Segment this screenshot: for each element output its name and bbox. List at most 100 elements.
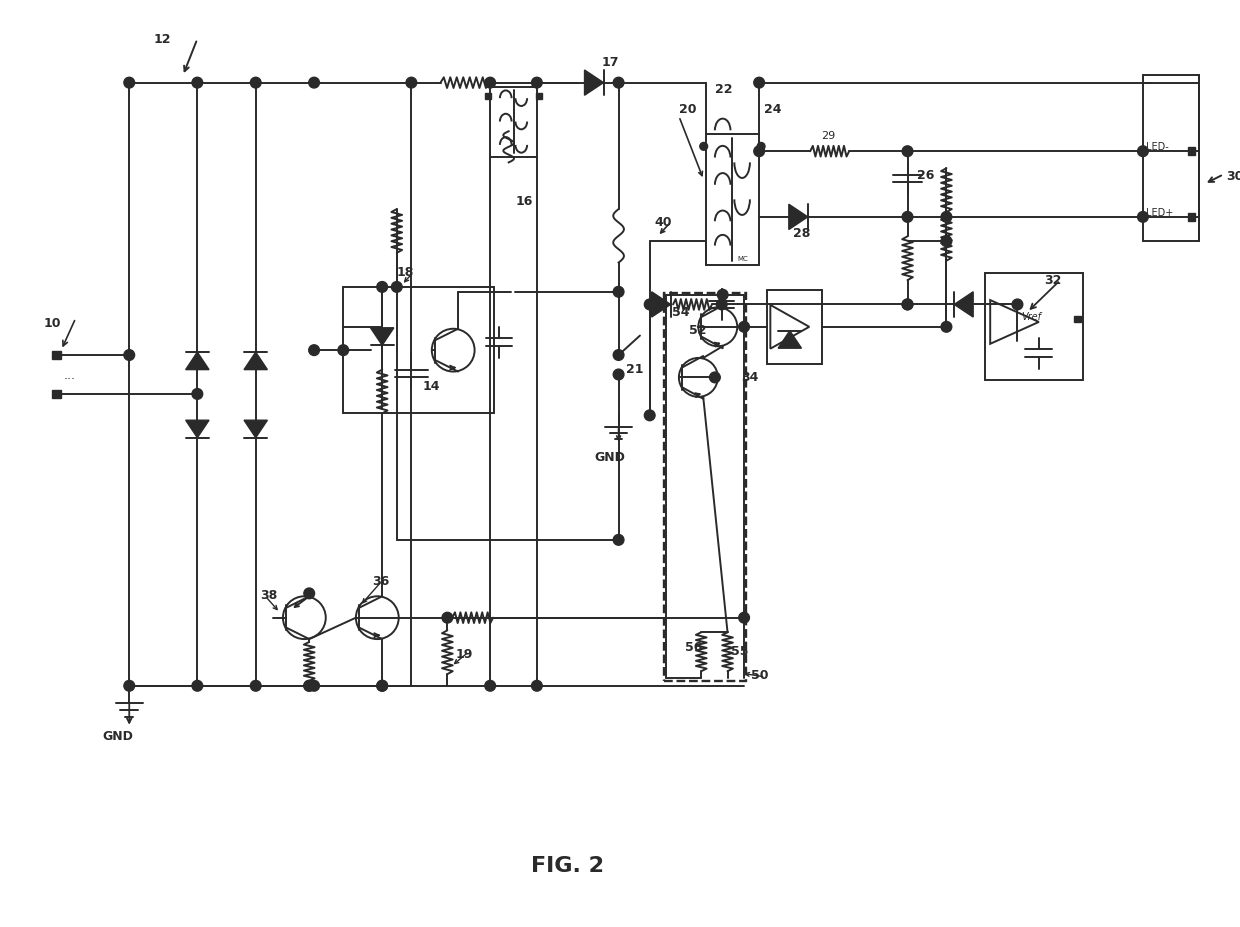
Text: 20: 20 (678, 103, 697, 116)
Circle shape (441, 613, 453, 623)
Circle shape (377, 282, 388, 293)
Bar (52, 351, 61, 360)
Circle shape (645, 299, 655, 311)
Text: 2: 2 (719, 299, 725, 308)
Text: 36: 36 (372, 574, 389, 587)
Text: 40: 40 (655, 215, 672, 228)
Circle shape (709, 373, 720, 384)
Text: 17: 17 (601, 56, 619, 69)
Text: ...: ... (64, 369, 76, 382)
Text: Vref: Vref (1022, 311, 1042, 322)
Polygon shape (584, 70, 604, 96)
Circle shape (250, 78, 262, 89)
Circle shape (377, 680, 388, 692)
Text: 19: 19 (455, 647, 472, 660)
Text: 12: 12 (154, 32, 171, 45)
Circle shape (614, 287, 624, 298)
Circle shape (903, 299, 913, 311)
Circle shape (941, 212, 952, 223)
Circle shape (304, 680, 315, 692)
Polygon shape (371, 328, 394, 346)
Text: GND: GND (594, 451, 625, 464)
Polygon shape (186, 421, 210, 438)
Circle shape (717, 290, 728, 300)
Circle shape (304, 680, 315, 692)
Circle shape (614, 350, 624, 361)
Bar (986, 274, 1083, 381)
Circle shape (309, 680, 320, 692)
Text: 34: 34 (742, 371, 759, 384)
Polygon shape (244, 421, 268, 438)
Circle shape (124, 78, 135, 89)
Bar (1143, 76, 1199, 242)
Text: 16: 16 (516, 195, 533, 208)
Text: 54: 54 (672, 306, 689, 319)
Bar (768, 290, 822, 364)
Text: LED+: LED+ (1146, 208, 1173, 218)
Text: 29: 29 (821, 131, 836, 140)
Circle shape (192, 680, 202, 692)
Circle shape (739, 322, 749, 333)
Circle shape (124, 680, 135, 692)
Bar (1188, 214, 1195, 222)
Polygon shape (789, 205, 807, 230)
Text: 38: 38 (260, 589, 278, 602)
Bar (665, 294, 746, 681)
Circle shape (485, 680, 496, 692)
Circle shape (754, 78, 765, 89)
Polygon shape (955, 292, 973, 318)
Bar (1074, 316, 1081, 324)
Circle shape (124, 350, 135, 361)
Circle shape (614, 78, 624, 89)
Text: 21: 21 (626, 362, 644, 375)
Text: 55: 55 (732, 644, 749, 657)
Circle shape (1137, 212, 1148, 223)
Text: 50: 50 (751, 668, 769, 681)
Polygon shape (652, 292, 671, 318)
Circle shape (192, 78, 202, 89)
Circle shape (304, 589, 315, 599)
Text: 56: 56 (684, 640, 702, 654)
Circle shape (758, 144, 765, 151)
Bar (536, 95, 542, 100)
Circle shape (1012, 299, 1023, 311)
Text: LED-: LED- (1146, 142, 1168, 152)
Text: 32: 32 (1044, 273, 1061, 286)
Circle shape (532, 78, 542, 89)
Circle shape (739, 613, 749, 623)
Bar (1188, 148, 1195, 156)
Text: 22: 22 (715, 83, 733, 95)
Circle shape (309, 346, 320, 356)
Bar (706, 134, 759, 266)
Circle shape (192, 389, 202, 400)
Bar (52, 390, 61, 399)
Bar (485, 95, 491, 100)
Circle shape (392, 282, 402, 293)
Circle shape (941, 236, 952, 248)
Polygon shape (779, 331, 801, 349)
Circle shape (754, 146, 765, 158)
Circle shape (250, 680, 262, 692)
Text: 24: 24 (764, 103, 781, 116)
Text: 10: 10 (43, 316, 61, 329)
Polygon shape (244, 352, 268, 370)
Bar (343, 287, 494, 414)
Circle shape (339, 346, 348, 356)
Text: 14: 14 (423, 380, 440, 393)
Bar (490, 87, 537, 158)
Text: 18: 18 (397, 266, 414, 279)
Text: GND: GND (102, 730, 133, 743)
Circle shape (903, 299, 913, 311)
Circle shape (941, 322, 952, 333)
Circle shape (614, 370, 624, 380)
Circle shape (903, 212, 913, 223)
Circle shape (309, 78, 320, 89)
Text: 30: 30 (1226, 170, 1240, 183)
Circle shape (645, 411, 655, 421)
Circle shape (699, 144, 708, 151)
Circle shape (1137, 146, 1148, 158)
Text: FIG. 2: FIG. 2 (531, 855, 604, 875)
Text: 26: 26 (918, 170, 935, 183)
Circle shape (377, 680, 388, 692)
Circle shape (903, 146, 913, 158)
